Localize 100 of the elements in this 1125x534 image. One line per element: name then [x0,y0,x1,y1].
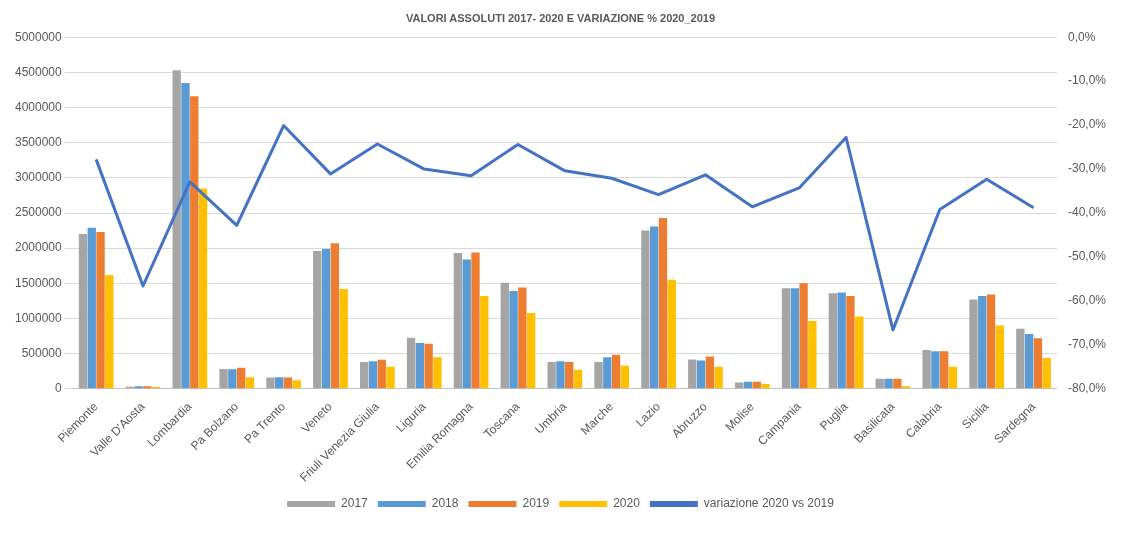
y2-tick-label: -60,0% [1067,293,1107,308]
bar [339,288,348,389]
bar [1024,334,1034,389]
y-tick-label: 500000 [21,345,63,360]
bar [526,312,536,389]
bar [948,366,958,389]
y-tick-label: 4500000 [15,64,63,79]
bar [172,70,181,389]
bar [594,362,603,389]
bar [424,343,433,389]
bar [922,349,931,389]
bar [696,360,706,389]
y-tick-label: 3500000 [15,135,63,149]
legend-label: 2018 [431,496,459,511]
bar [855,316,864,389]
bar [105,274,114,389]
y2-tick-label: -30,0% [1067,161,1107,176]
y-tick-label: 2000000 [15,240,63,255]
bar [837,292,846,389]
bar [87,227,96,389]
bar [462,259,471,389]
y2-tick-label: -50,0% [1067,249,1107,264]
bar [78,234,88,389]
bar [500,282,509,389]
bar [313,250,322,389]
bar [236,367,246,389]
bar [761,384,770,389]
bar [603,357,612,389]
bar [901,386,911,389]
bar [611,354,621,389]
bar [480,296,489,389]
bar [228,369,237,389]
bar [995,325,1005,389]
bar [799,283,808,389]
bar [266,377,275,389]
y2-tick-label: -20,0% [1067,117,1107,132]
bar [547,362,556,389]
bar [181,82,190,389]
bar [1042,357,1051,389]
bar [705,356,715,389]
y-tick-label: 1000000 [15,310,63,325]
bar [1033,338,1043,389]
bar [292,380,301,389]
bar [828,293,838,389]
bar [190,96,199,389]
legend-label: 2020 [613,496,641,511]
legend-label: 2017 [341,496,369,511]
chart-title: VALORI ASSOLUTI 2017- 2020 E VARIAZIONE % 2020_2019 [405,11,716,24]
bar [875,378,884,389]
bar [518,287,527,389]
y2-tick-label: -40,0% [1067,205,1107,220]
bar [509,291,518,389]
bar [96,232,105,389]
bar [969,299,978,389]
y-tick-label: 0 [55,381,63,396]
bar [275,377,284,389]
y-tick-label: 3000000 [15,170,63,185]
bar [808,320,817,389]
bar [377,359,386,389]
y2-tick-label: -80,0% [1067,381,1107,396]
bar [940,351,949,389]
bar [893,378,902,389]
bar [556,361,565,389]
bar [415,343,425,389]
bar [986,294,996,389]
bar [620,365,630,389]
legend-label: 2019 [522,496,550,511]
y-tick-label: 1500000 [15,275,63,290]
legend-label: variazione 2020 vs 2019 [703,496,835,511]
bar [667,279,676,389]
bar [386,366,395,389]
y-tick-label: 2500000 [15,205,63,220]
bar [688,359,697,389]
y2-tick-label: -70,0% [1067,337,1107,352]
bar [565,362,574,389]
bar [245,377,255,389]
bar [573,369,583,389]
bar [931,351,940,389]
bar [978,296,987,389]
bar [321,248,331,389]
y2-tick-label: -10,0% [1067,73,1107,88]
bar [198,188,208,389]
bar [641,230,650,389]
bar [471,252,480,389]
bar [650,226,659,389]
bar [781,288,791,389]
bar [368,361,378,389]
bar [714,366,723,389]
y-tick-label: 5000000 [15,29,63,44]
bar [658,217,668,389]
bar [884,378,893,389]
bar [219,368,228,389]
bar [433,357,442,389]
bar [453,253,463,389]
bar [330,243,340,389]
bar [790,288,799,389]
y-tick-label: 4000000 [15,99,63,114]
bar [360,362,369,389]
bar [846,296,855,389]
y2-tick-label: 0,0% [1067,29,1096,44]
